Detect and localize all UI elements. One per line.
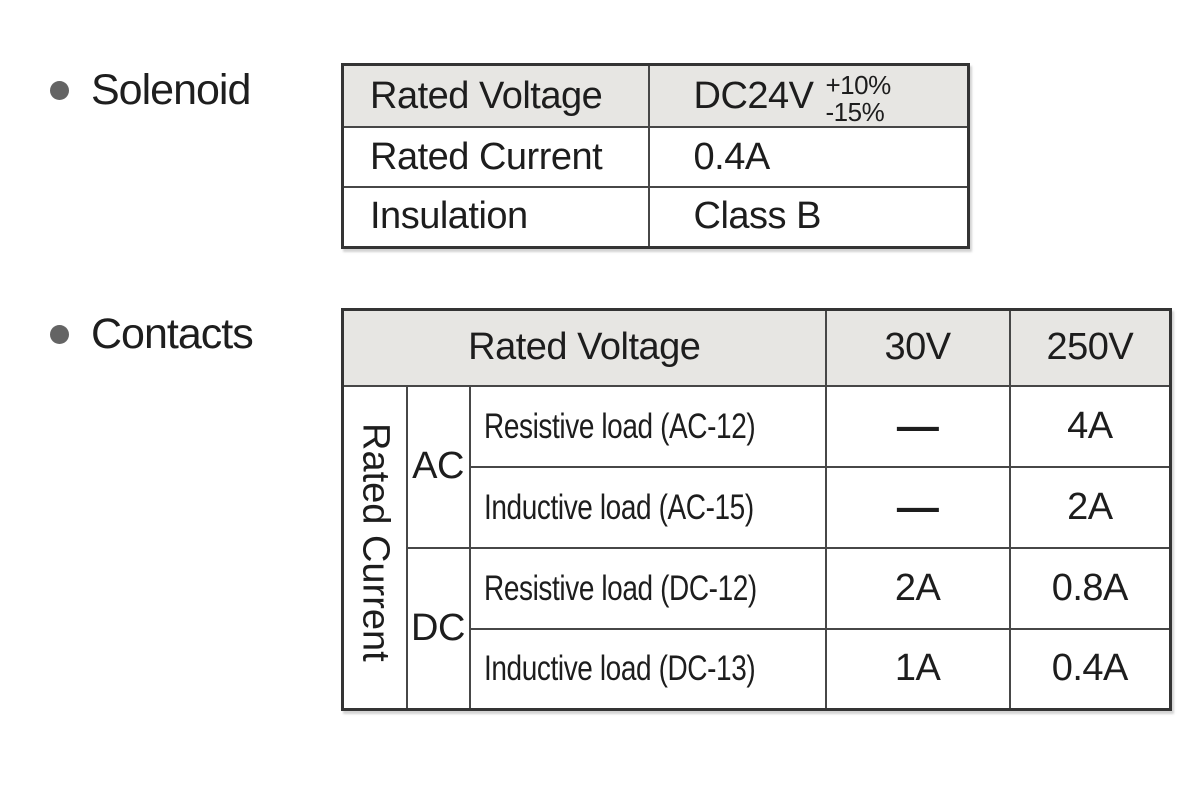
- column-header-30v: 30V: [824, 308, 1011, 387]
- load-type-text: Inductive load (AC-15): [483, 487, 754, 527]
- rated-voltage-label: Rated Voltage: [341, 63, 650, 128]
- rated-current-vertical-text: Rated Current: [354, 422, 397, 662]
- load-type-text: Inductive load (DC-13): [483, 649, 756, 689]
- contacts-section-label: Contacts: [91, 310, 254, 358]
- tolerance-plus: +10%: [825, 70, 892, 100]
- dc-group-label: DC: [405, 546, 471, 711]
- table-row: Inductive load (AC-15) — 2A: [343, 465, 1172, 549]
- value-30v-cell: 1A: [824, 627, 1011, 711]
- rated-voltage-nominal: DC24V: [693, 74, 815, 117]
- rated-voltage-value: DC24V +10% -15%: [647, 63, 970, 128]
- bullet-icon: [50, 325, 69, 344]
- load-type-cell: Inductive load (AC-15): [468, 465, 827, 549]
- value-30v-cell: —: [824, 465, 1011, 549]
- rated-current-group-label: Rated Current: [341, 384, 408, 711]
- insulation-value: Class B: [647, 186, 970, 248]
- table-row: Rated Current 0.4A: [341, 126, 970, 188]
- value-250v-cell: 4A: [1008, 384, 1172, 468]
- rated-voltage-header: Rated Voltage: [341, 308, 827, 387]
- value-250v-cell: 0.8A: [1008, 546, 1172, 630]
- table-header-row: Rated Voltage 30V 250V: [341, 308, 1172, 387]
- solenoid-section-label: Solenoid: [91, 66, 251, 114]
- bullet-icon: [50, 81, 69, 100]
- table-row: Rated Current AC Resistive load (AC-12) …: [341, 384, 1172, 711]
- load-type-cell: Resistive load (DC-12): [468, 546, 827, 630]
- rated-current-value: 0.4A: [647, 126, 970, 188]
- tolerance-minus: -15%: [825, 97, 885, 127]
- rated-current-label: Rated Current: [341, 126, 650, 188]
- load-type-cell: Inductive load (DC-13): [468, 627, 827, 711]
- load-type-text: Resistive load (DC-12): [483, 568, 757, 608]
- voltage-tolerance: +10% -15%: [825, 70, 892, 127]
- column-header-250v: 250V: [1008, 308, 1172, 387]
- table-row: Insulation Class B: [341, 186, 970, 248]
- value-250v-cell: 2A: [1008, 465, 1172, 549]
- solenoid-spec-table: Rated Voltage DC24V +10% -15% Rated Curr…: [341, 63, 970, 249]
- table-row: DC Resistive load (DC-12) 2A 0.8A: [343, 546, 1172, 711]
- insulation-label: Insulation: [341, 186, 650, 248]
- value-30v-cell: —: [824, 384, 1011, 468]
- contacts-rating-table: Rated Voltage 30V 250V Rated Current AC …: [341, 308, 1173, 711]
- ac-group-label: AC: [405, 384, 471, 549]
- value-30v-cell: 2A: [824, 546, 1011, 630]
- value-250v-cell: 0.4A: [1008, 627, 1172, 711]
- table-row: Inductive load (DC-13) 1A 0.4A: [343, 627, 1172, 711]
- load-type-text: Resistive load (AC-12): [483, 406, 756, 446]
- contacts-section-heading: Contacts: [50, 310, 254, 359]
- solenoid-section-heading: Solenoid: [50, 66, 251, 115]
- load-type-cell: Resistive load (AC-12): [468, 384, 827, 468]
- table-row: Rated Voltage DC24V +10% -15%: [341, 63, 970, 128]
